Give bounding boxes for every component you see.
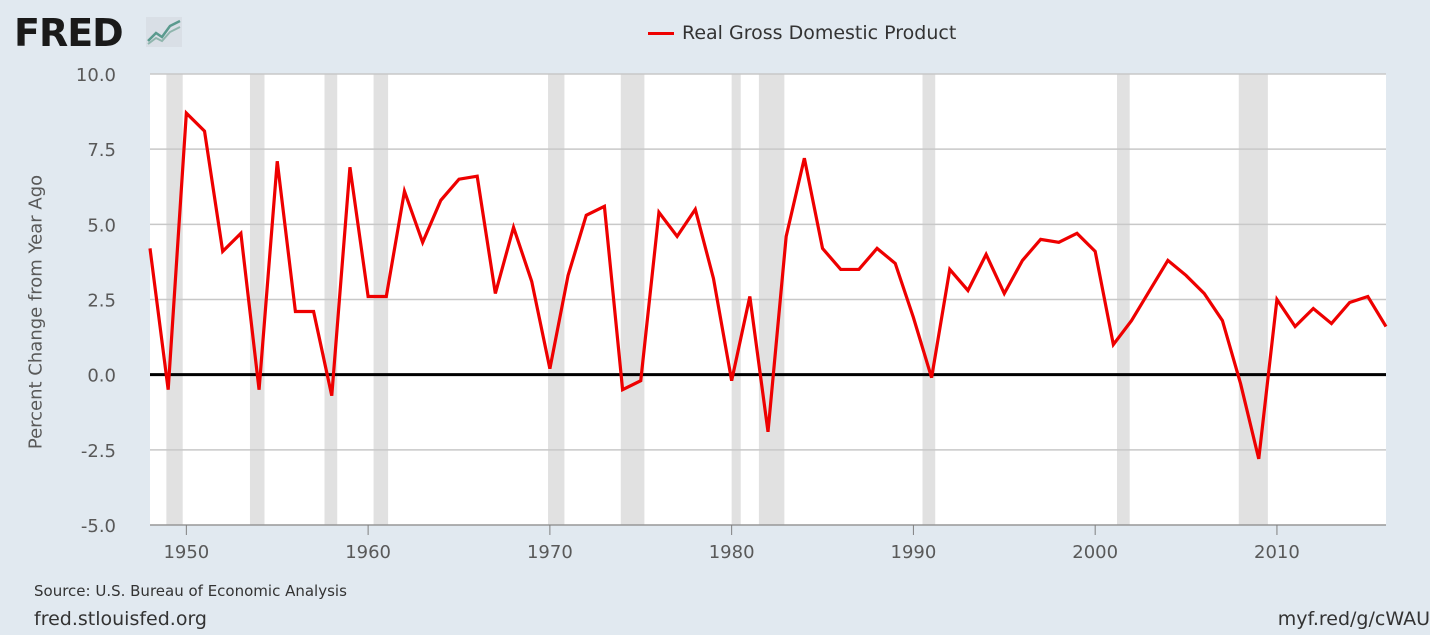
x-tick-label: 1980 <box>709 542 755 563</box>
y-tick-label: -2.5 <box>81 441 116 462</box>
y-tick-label: -5.0 <box>81 516 116 537</box>
legend-label: Real Gross Domestic Product <box>682 22 957 44</box>
y-tick-label: 0.0 <box>87 366 116 387</box>
y-tick-label: 2.5 <box>87 291 116 312</box>
x-tick-label: 1990 <box>891 542 937 563</box>
x-tick-label: 2000 <box>1072 542 1118 563</box>
site-link[interactable]: fred.stlouisfed.org <box>34 608 207 630</box>
y-axis-ticks: -5.0 -2.5 0.0 2.5 5.0 7.5 10.0 <box>76 65 116 537</box>
chart-legend: Real Gross Domestic Product <box>648 20 956 46</box>
source-note: Source: U.S. Bureau of Economic Analysis <box>34 582 347 600</box>
series-line <box>148 109 1388 460</box>
x-tick-label: 1950 <box>163 542 209 563</box>
y-tick-label: 5.0 <box>87 215 116 236</box>
y-tick-label: 7.5 <box>87 140 116 161</box>
series-group <box>148 109 1388 460</box>
x-tick-label: 1970 <box>527 542 573 563</box>
legend-swatch <box>648 31 674 35</box>
y-axis-label: Percent Change from Year Ago <box>25 174 47 450</box>
x-tick-label: 2010 <box>1254 542 1300 563</box>
short-url-link[interactable]: myf.red/g/cWAU <box>1277 608 1430 630</box>
x-tick-label: 1960 <box>345 542 391 563</box>
x-axis-ticks: 1950 1960 1970 1980 1990 2000 2010 <box>150 524 1386 563</box>
fred-logo[interactable]: FRED <box>14 11 124 55</box>
chart-line-icon <box>146 17 182 47</box>
y-tick-label: 10.0 <box>76 65 116 86</box>
